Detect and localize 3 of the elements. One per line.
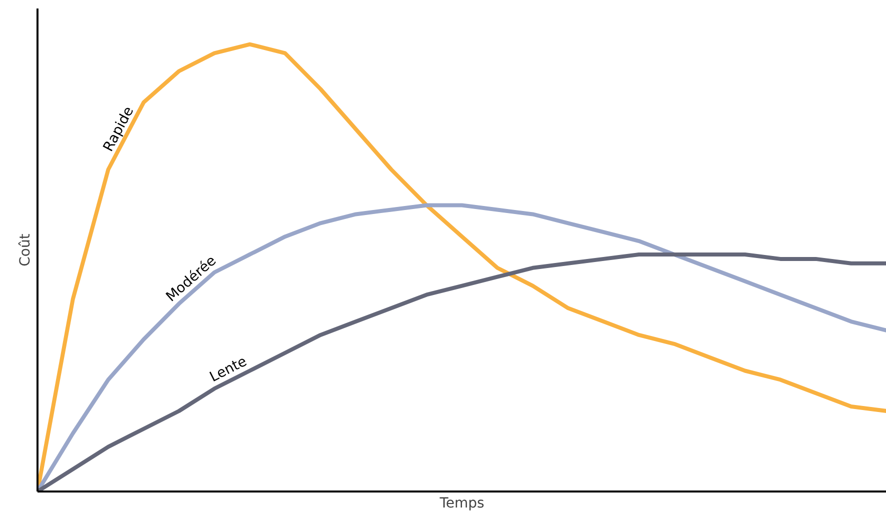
x-axis-title: Temps bbox=[438, 496, 484, 512]
y-axis-title: Coût bbox=[18, 233, 34, 266]
text: Lente bbox=[207, 354, 250, 386]
